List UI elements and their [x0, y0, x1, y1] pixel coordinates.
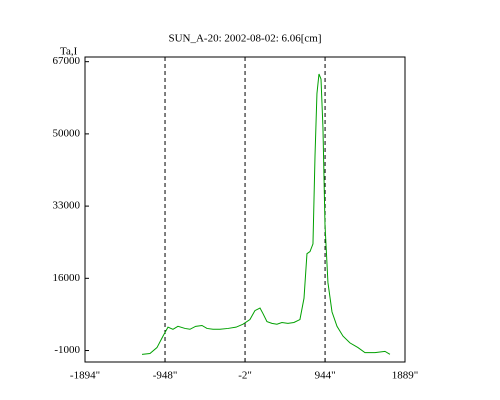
- y-tick-label: 16000: [53, 272, 81, 284]
- y-tick-label: 50000: [53, 127, 81, 139]
- x-tick-label: 1889": [392, 370, 419, 382]
- y-tick-label: -1000: [54, 344, 80, 356]
- x-tick-label: -2": [238, 370, 252, 382]
- y-axis-label: Ta,I: [60, 46, 78, 58]
- x-tick-label: 944": [315, 370, 336, 382]
- y-tick-label: 33000: [53, 200, 81, 212]
- y-tick-label: 67000: [53, 55, 81, 67]
- chart-title: SUN_A-20: 2002-08-02: 6.06[cm]: [168, 33, 321, 45]
- x-tick-label: -948": [153, 370, 178, 382]
- data-line: [141, 73, 391, 355]
- x-tick-label: -1894": [70, 370, 100, 382]
